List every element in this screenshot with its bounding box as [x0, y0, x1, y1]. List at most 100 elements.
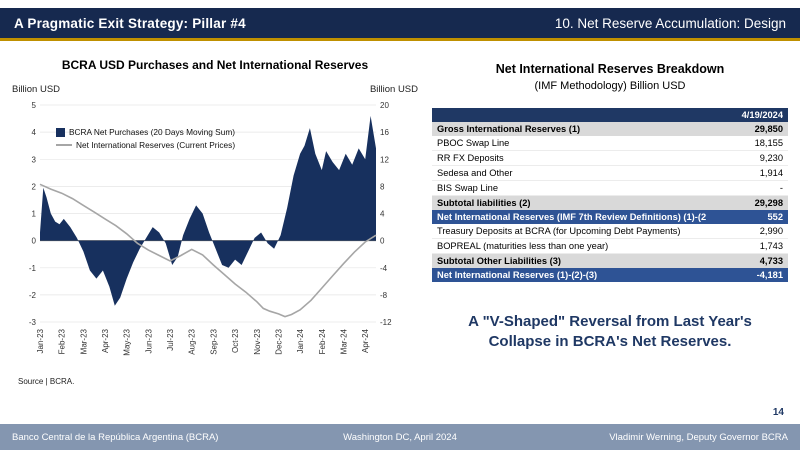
svg-text:Apr-24: Apr-24 — [361, 328, 370, 353]
svg-text:Mar-23: Mar-23 — [79, 328, 88, 354]
svg-text:-1: -1 — [29, 264, 37, 273]
table-row: Gross International Reserves (1) 29,850 — [432, 122, 788, 136]
table-row-value: 1,743 — [722, 238, 788, 254]
legend-label-net-purchases: BCRA Net Purchases (20 Days Moving Sum) — [69, 127, 235, 137]
svg-text:Jul-23: Jul-23 — [166, 328, 175, 350]
footer-bar: Banco Central de la República Argentina … — [0, 424, 800, 450]
table-row-value: 29,850 — [722, 122, 788, 136]
page-number: 14 — [772, 407, 784, 418]
table-row: Subtotal liabilities (2) 29,298 — [432, 195, 788, 210]
table-header-label-cell — [432, 108, 722, 122]
area-swatch-icon — [56, 127, 65, 137]
svg-text:-4: -4 — [380, 264, 388, 273]
table-row: BOPREAL (maturities less than one year) 1… — [432, 238, 788, 254]
svg-text:8: 8 — [380, 182, 385, 191]
svg-text:0: 0 — [32, 237, 37, 246]
svg-text:Feb-24: Feb-24 — [318, 328, 327, 354]
table-header-row: 4/19/2024 — [432, 108, 788, 122]
chart-legend: BCRA Net Purchases (20 Days Moving Sum) … — [56, 127, 235, 150]
slide-title: A Pragmatic Exit Strategy: Pillar #4 — [14, 15, 246, 31]
legend-item-net-purchases: BCRA Net Purchases (20 Days Moving Sum) — [56, 127, 235, 137]
svg-text:4: 4 — [32, 128, 37, 137]
slide-subtitle: 10. Net Reserve Accumulation: Design — [554, 15, 786, 31]
table-panel: Net International Reserves Breakdown (IM… — [432, 62, 788, 353]
svg-text:1: 1 — [32, 210, 37, 219]
table-row: Net International Reserves (IMF 7th Revi… — [432, 210, 788, 224]
table-row-label: Net International Reserves (1)-(2)-(3) — [432, 268, 722, 282]
table-row-value: 18,155 — [722, 136, 788, 151]
svg-text:Feb-23: Feb-23 — [58, 328, 67, 354]
svg-text:May-23: May-23 — [123, 328, 132, 355]
table-row: BIS Swap Line - — [432, 180, 788, 196]
svg-text:5: 5 — [32, 101, 37, 110]
footer-location-date: Washington DC, April 2024 — [343, 431, 457, 443]
table-title: Net International Reserves Breakdown — [495, 62, 725, 76]
table-row: Treasury Deposits at BCRA (for Upcoming … — [432, 224, 788, 239]
svg-text:Jan-23: Jan-23 — [36, 328, 45, 353]
svg-text:2: 2 — [32, 182, 37, 191]
table-row-value: - — [722, 180, 788, 196]
chart-plot-area: -3 -2 -1 0 1 2 3 4 5 -12 -8 -4 0 4 8 12 16 20 Jan-23 Feb-23… — [10, 97, 420, 369]
table-row-value: 9,230 — [722, 150, 788, 166]
table-row-label: Subtotal liabilities (2) — [432, 195, 722, 210]
svg-text:3: 3 — [32, 155, 37, 164]
source-note: Source | BCRA. — [18, 377, 75, 386]
svg-text:-8: -8 — [380, 291, 388, 300]
table-row-label: Net International Reserves (IMF 7th Revi… — [432, 210, 722, 224]
svg-text:20: 20 — [380, 101, 389, 110]
svg-text:-2: -2 — [29, 291, 37, 300]
svg-text:Apr-23: Apr-23 — [101, 328, 110, 353]
table-row-label: Sedesa and Other — [432, 165, 722, 181]
table-row: RR FX Deposits 9,230 — [432, 150, 788, 166]
right-axis-unit-label: Billion USD — [369, 84, 418, 95]
table-row-label: PBOC Swap Line — [432, 136, 722, 151]
table-row: PBOC Swap Line 18,155 — [432, 136, 788, 151]
chart-panel: BCRA USD Purchases and Net International… — [10, 58, 420, 386]
svg-text:Oct-23: Oct-23 — [231, 328, 240, 353]
svg-text:Mar-24: Mar-24 — [340, 328, 349, 354]
svg-text:Dec-23: Dec-23 — [275, 328, 284, 354]
svg-text:-12: -12 — [380, 318, 392, 327]
table-row-value: 2,990 — [722, 224, 788, 239]
chart-title: BCRA USD Purchases and Net International… — [61, 58, 369, 72]
table-row: Subtotal Other Liabilities (3) 4,733 — [432, 253, 788, 268]
svg-text:Jan-24: Jan-24 — [296, 328, 305, 353]
table-row-label: Subtotal Other Liabilities (3) — [432, 253, 722, 268]
table-subtitle: (IMF Methodology) Billion USD — [534, 80, 686, 92]
legend-item-net-reserves: Net International Reserves (Current Pric… — [56, 140, 235, 150]
table-row: Sedesa and Other 1,914 — [432, 165, 788, 181]
svg-text:Nov-23: Nov-23 — [253, 328, 262, 354]
table-row-value: 29,298 — [722, 195, 788, 210]
svg-text:Sep-23: Sep-23 — [209, 328, 218, 354]
table-row-label: RR FX Deposits — [432, 150, 722, 166]
svg-text:Aug-23: Aug-23 — [188, 328, 197, 354]
table-row-value: -4,181 — [722, 268, 788, 282]
callout-text: A "V-Shaped" Reversal from Last Year's C… — [468, 313, 752, 351]
svg-text:0: 0 — [380, 237, 385, 246]
svg-text:Jun-23: Jun-23 — [144, 328, 153, 353]
footer-institution: Banco Central de la República Argentina … — [12, 431, 219, 443]
gold-accent-line — [0, 38, 800, 41]
left-axis-unit-label: Billion USD — [12, 84, 61, 95]
svg-text:16: 16 — [380, 128, 389, 137]
table-header-date-cell: 4/19/2024 — [722, 108, 788, 122]
legend-label-net-reserves: Net International Reserves (Current Pric… — [76, 140, 236, 150]
table-row: Net International Reserves (1)-(2)-(3) -4… — [432, 268, 788, 282]
table-row-value: 552 — [722, 210, 788, 224]
table-row-label: BOPREAL (maturities less than one year) — [432, 238, 722, 254]
table-row-value: 1,914 — [722, 165, 788, 181]
table-row-label: Gross International Reserves (1) — [432, 122, 722, 136]
line-swatch-icon — [56, 144, 72, 146]
table-row-label: BIS Swap Line — [432, 180, 722, 196]
svg-text:12: 12 — [380, 155, 389, 164]
title-bar: A Pragmatic Exit Strategy: Pillar #4 10.… — [0, 8, 800, 38]
axis-unit-labels: Billion USD Billion USD — [10, 84, 420, 95]
table-row-label: Treasury Deposits at BCRA (for Upcoming … — [432, 224, 722, 239]
footer-author: Vladimir Werning, Deputy Governor BCRA — [609, 431, 788, 443]
svg-text:-3: -3 — [29, 318, 37, 327]
svg-text:4: 4 — [380, 210, 385, 219]
table-row-value: 4,733 — [722, 253, 788, 268]
nir-breakdown-table: 4/19/2024 Gross International Reserves (… — [432, 108, 788, 282]
